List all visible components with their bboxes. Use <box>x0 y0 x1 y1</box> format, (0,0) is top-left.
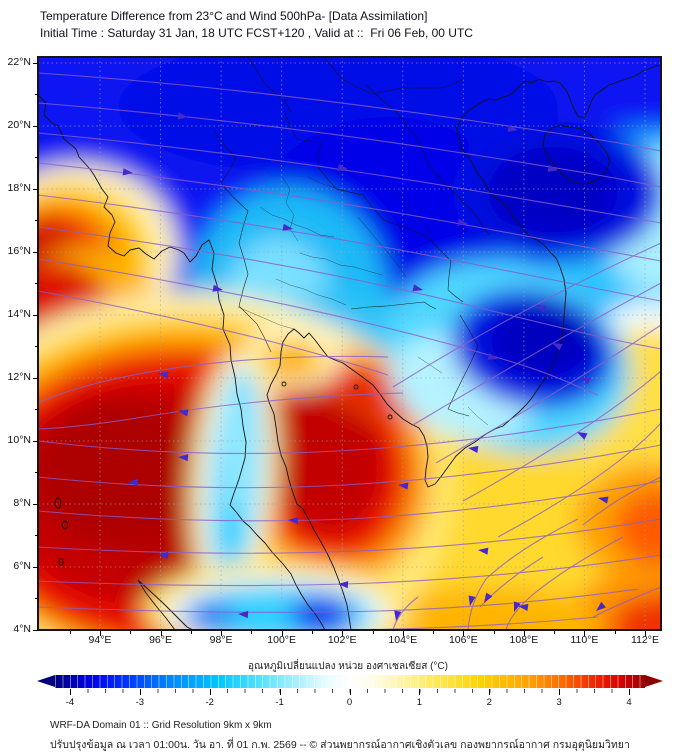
x-tick-label: 110°E <box>570 634 599 646</box>
y-minor-tick <box>35 346 38 348</box>
y-tick-mark <box>33 251 38 253</box>
colorbar-tick-label: 1 <box>416 697 423 708</box>
colorbar-tick-label: -4 <box>65 697 75 708</box>
x-minor-tick <box>554 631 556 634</box>
x-tick-label: 100°E <box>267 634 297 646</box>
x-tick-label: 104°E <box>388 634 418 646</box>
x-tick-label: 96°E <box>149 634 172 646</box>
y-tick-label: 8°N <box>13 497 31 510</box>
x-tick-mark <box>221 631 223 636</box>
y-tick-label: 4°N <box>13 623 31 636</box>
map-canvas <box>0 17 676 692</box>
y-tick-label: 16°N <box>7 245 31 258</box>
x-tick-mark <box>99 631 101 636</box>
y-minor-tick <box>35 157 38 159</box>
map-svg <box>0 17 676 692</box>
x-minor-tick <box>190 631 192 634</box>
colorbar-tick-label: 3 <box>556 697 562 708</box>
colorbar-tick-label: 2 <box>486 697 492 708</box>
y-tick-mark <box>33 377 38 379</box>
colorbar-left-arrow-icon <box>37 675 55 687</box>
colorbar-major-tick <box>209 689 211 695</box>
y-tick-label: 22°N <box>7 56 31 69</box>
y-minor-tick <box>35 598 38 600</box>
x-minor-tick <box>372 631 374 634</box>
colorbar-tick-label: -2 <box>205 697 214 708</box>
colorbar-major-tick <box>419 689 421 695</box>
footer-agency-info: ปรับปรุงข้อมูล ณ เวลา 01:00น. วัน อา. ที… <box>50 739 630 751</box>
x-tick-label: 102°E <box>327 634 357 646</box>
x-tick-mark <box>160 631 162 636</box>
coastlines <box>37 64 660 631</box>
colorbar-major-tick <box>489 689 491 695</box>
x-tick-label: 108°E <box>509 634 539 646</box>
y-tick-label: 6°N <box>13 560 31 573</box>
map-border <box>38 57 661 630</box>
y-tick-label: 12°N <box>7 371 31 384</box>
x-minor-tick <box>130 631 132 634</box>
colorbar-tick-label: 4 <box>626 697 632 708</box>
x-tick-mark <box>342 631 344 636</box>
y-tick-label: 18°N <box>7 182 31 195</box>
y-minor-tick <box>35 283 38 285</box>
x-minor-tick <box>311 631 313 634</box>
y-minor-tick <box>35 472 38 474</box>
colorbar-tick-label: -3 <box>135 697 145 708</box>
colorbar-right-arrow-icon <box>645 675 663 687</box>
colorbar-title: อุณหภูมิเปลี่ยนแปลง หน่วย องศาเซลเซียส (… <box>248 661 448 672</box>
x-tick-mark <box>645 631 647 636</box>
colorbar-major-tick <box>279 689 281 695</box>
x-tick-label: 106°E <box>448 634 478 646</box>
x-tick-mark <box>523 631 525 636</box>
x-minor-tick <box>69 631 71 634</box>
colorbar-segments <box>55 675 645 688</box>
y-minor-tick <box>35 220 38 222</box>
y-tick-label: 14°N <box>7 308 31 321</box>
y-tick-mark <box>33 125 38 127</box>
colorbar-major-tick <box>559 689 561 695</box>
x-tick-label: 98°E <box>209 634 233 646</box>
y-tick-mark <box>33 440 38 442</box>
colorbar <box>55 675 645 688</box>
streamlines <box>37 72 662 631</box>
x-tick-label: 112°E <box>631 634 659 646</box>
x-minor-tick <box>614 631 616 634</box>
y-tick-mark <box>33 566 38 568</box>
x-tick-mark <box>402 631 404 636</box>
y-tick-mark <box>33 62 38 64</box>
x-tick-mark <box>463 631 465 636</box>
province-borders <box>237 176 489 426</box>
x-minor-tick <box>433 631 435 634</box>
y-tick-mark <box>33 629 38 631</box>
y-minor-tick <box>35 94 38 96</box>
x-minor-tick <box>251 631 253 634</box>
y-tick-label: 10°N <box>7 434 31 447</box>
y-tick-mark <box>33 188 38 190</box>
y-minor-tick <box>35 409 38 411</box>
x-minor-tick <box>493 631 495 634</box>
colorbar-tick-label: 0 <box>346 697 353 708</box>
colorbar-tick-label: -1 <box>275 697 284 708</box>
colorbar-major-tick <box>70 689 71 695</box>
y-minor-tick <box>35 535 38 537</box>
chart-title: Temperature Difference from 23°C and Win… <box>40 9 428 23</box>
footer-domain-info: WRF-DA Domain 01 :: Grid Resolution 9km … <box>50 720 272 731</box>
country-borders <box>214 56 491 417</box>
y-tick-mark <box>33 503 38 505</box>
y-tick-mark <box>33 314 38 316</box>
chart-subtitle-init-time: Initial Time : Saturday 31 Jan, 18 UTC F… <box>40 26 473 40</box>
x-tick-mark <box>281 631 283 636</box>
x-tick-label: 94°E <box>88 634 112 646</box>
colorbar-major-tick <box>139 689 141 695</box>
gridlines <box>38 57 661 630</box>
colorbar-major-tick <box>629 689 630 695</box>
x-tick-mark <box>584 631 586 636</box>
y-tick-label: 20°N <box>7 119 31 132</box>
colorbar-major-tick <box>349 689 351 695</box>
